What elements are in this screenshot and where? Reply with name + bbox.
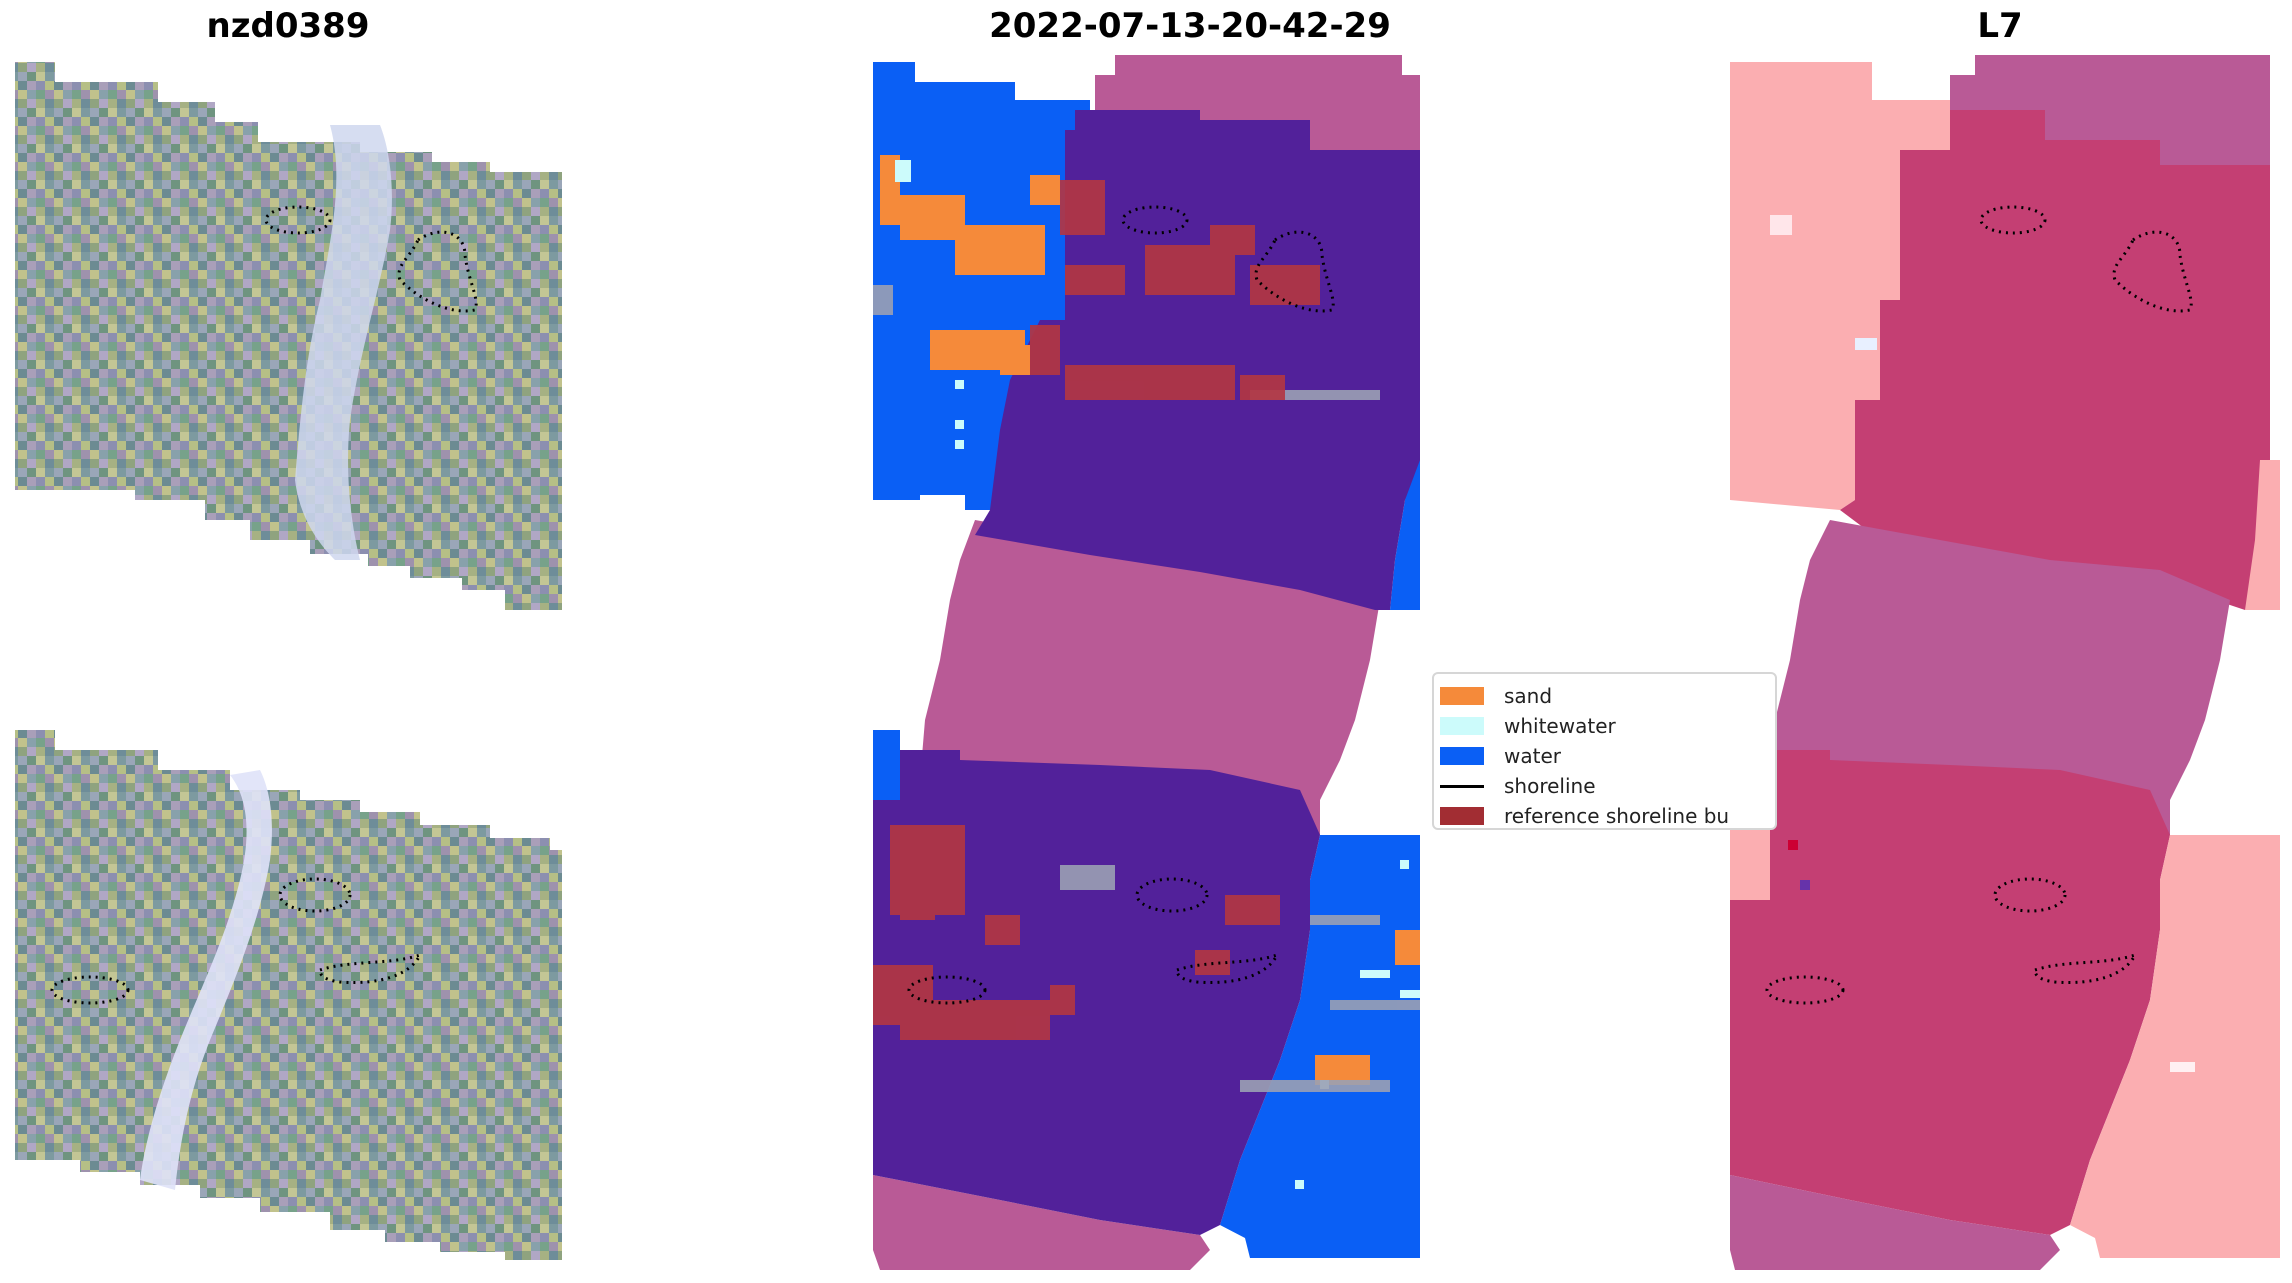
legend-label-shoreline: shoreline [1504,774,1596,798]
mndwi-water-top-left [1730,62,1950,510]
classified-nodata-bottom [873,1175,1210,1270]
legend: sand whitewater water shoreline referenc… [1432,672,1777,830]
mndwi-nodata-middle [1770,520,2230,835]
legend-item-whitewater: whitewater [1440,712,1616,740]
legend-label-water: water [1504,744,1561,768]
legend-item-reference-buffer: reference shoreline bu [1440,802,1730,828]
mndwi-land-top [1840,110,2270,610]
mndwi-panel-title: L7 [1977,6,2023,46]
classified-mixed-pixels [873,285,1420,1092]
mndwi-nodata-bottom [1730,1175,2060,1270]
mndwi-land-bottom [1730,750,2170,1235]
classified-water-bottom-left [873,730,900,800]
legend-label-sand: sand [1504,684,1553,708]
classified-nodata-top [1095,55,1420,150]
classified-reference-buffer [873,180,1320,1040]
rgb-top-surf-band [295,125,392,560]
classified-water-top-left [873,62,1090,510]
classified-shoreline-contours [907,205,1335,1005]
mndwi-bright-pixels [1770,215,2195,1072]
classified-land-bottom [873,750,1320,1235]
legend-item-water: water [1440,742,1561,770]
mndwi-shoreline-contours [1765,205,2193,1005]
legend-label-whitewater: whitewater [1504,714,1616,738]
rgb-top-tile [15,62,562,610]
classified-nodata-middle [920,520,1380,835]
reference-buffer-swatch-icon [1440,807,1484,825]
water-swatch-icon [1440,747,1484,765]
sand-swatch-icon [1440,687,1484,705]
classified-water-bottom-right [1220,835,1420,1258]
rgb-bottom-surf-band [140,770,272,1190]
mndwi-water-right-strip [2245,460,2280,610]
whitewater-swatch-icon [1440,717,1484,735]
rgb-shoreline-contours [50,205,478,1005]
legend-item-sand: sand [1440,682,1552,710]
classified-panel-title: 2022-07-13-20-42-29 [989,6,1391,46]
classified-water-right-strip [1390,460,1420,610]
mndwi-nodata-top [1950,55,2270,165]
rgb-panel-title: nzd0389 [206,6,370,46]
legend-label-reference-buffer: reference shoreline bu [1504,804,1730,828]
mndwi-water-bottom-right [2070,835,2280,1258]
shoreline-line-icon [1440,784,1484,788]
legend-item-shoreline: shoreline [1440,772,1596,800]
